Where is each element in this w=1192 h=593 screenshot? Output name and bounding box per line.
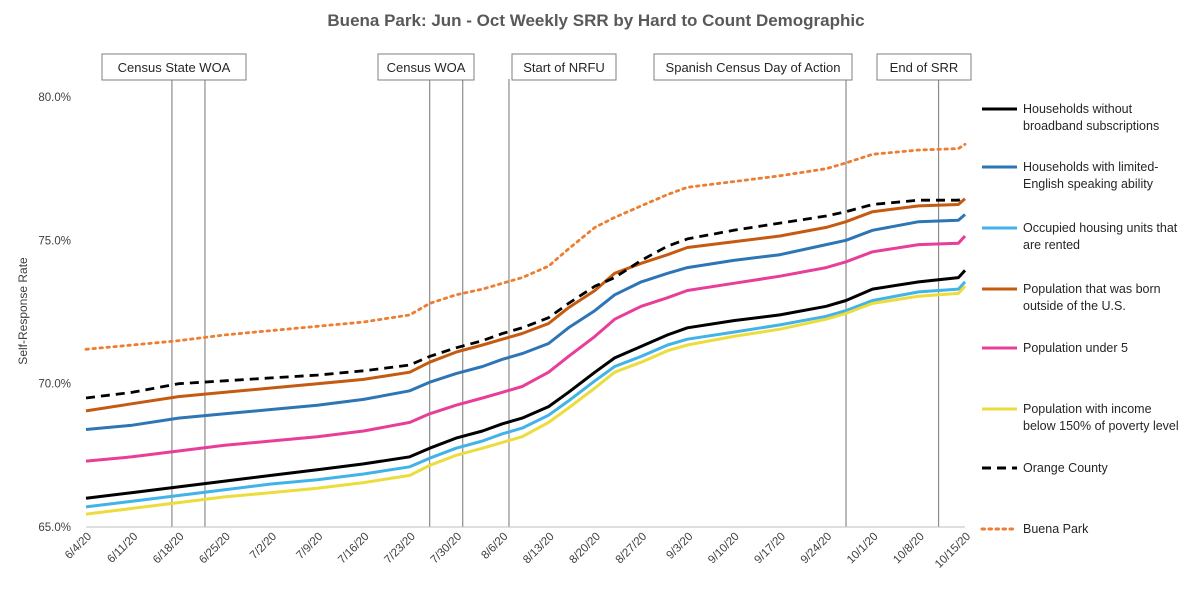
series-lines [84, 142, 967, 516]
x-tick-label: 8/20/20 [567, 531, 603, 567]
x-tick-label: 6/11/20 [105, 531, 140, 566]
x-tick-label: 10/1/20 [845, 531, 881, 567]
annotation-box [101, 53, 247, 81]
x-tick-label: 9/17/20 [752, 531, 788, 567]
y-tick-label: 75.0% [38, 235, 71, 247]
series-line-1 [85, 213, 966, 431]
annotation-box [653, 53, 853, 81]
legend-label: Population with income below 150% of pove… [1023, 402, 1179, 433]
x-tick-label: 6/4/20 [63, 531, 94, 562]
series-line-7 [84, 142, 967, 351]
series-line-3 [85, 197, 966, 413]
legend-label: Buena Park [1023, 522, 1089, 536]
y-tick-label: 70.0% [38, 379, 71, 391]
series-line-4 [85, 234, 967, 463]
x-tick-label: 8/27/20 [614, 531, 650, 567]
legend-label: Households without broadband subscription… [1023, 102, 1159, 133]
legend-label: Orange County [1023, 461, 1109, 475]
x-tick-label: 8/6/20 [479, 531, 510, 562]
x-tick-label: 6/25/20 [197, 531, 233, 567]
y-tick-label: 65.0% [38, 522, 71, 534]
annotation-label: Start of NRFU [523, 60, 605, 75]
series-line-6 [85, 196, 966, 400]
x-tick-label: 8/13/20 [521, 531, 557, 567]
legend-label: Population that was born outside of the U… [1023, 282, 1161, 313]
x-tick-label: 7/16/20 [336, 531, 372, 567]
annotation-box [377, 53, 475, 81]
x-tick-label: 9/10/20 [706, 531, 742, 567]
annotation-box [511, 53, 617, 81]
series-line-2 [85, 280, 967, 509]
legend: Households without broadband subscription… [980, 102, 1179, 536]
legend-label: Occupied housing units that are rented [1023, 221, 1178, 252]
x-tick-label: 9/24/20 [799, 531, 835, 567]
x-tick-label: 7/9/20 [294, 531, 325, 562]
chart-title: Buena Park: Jun - Oct Weekly SRR by Hard… [327, 11, 864, 30]
y-tick-label: 80.0% [38, 92, 71, 104]
x-tick-label: 7/30/20 [429, 531, 465, 567]
y-axis-label: Self-Response Rate [16, 257, 30, 365]
series-line-0 [85, 269, 967, 500]
annotation-label: Spanish Census Day of Action [666, 60, 841, 75]
x-tick-label: 6/18/20 [151, 531, 187, 567]
x-tick-label: 7/23/20 [382, 531, 418, 567]
annotation-label: End of SRR [890, 60, 959, 75]
annotation-label: Census WOA [387, 60, 466, 75]
legend-label: Households with limited-English speaking… [1023, 160, 1158, 191]
annotation-label: Census State WOA [118, 60, 231, 75]
annotation-boxes: Census State WOA Census WOA Start of NRFU S… [101, 53, 972, 81]
x-tick-label: 9/3/20 [664, 531, 695, 562]
x-tick-label: 10/8/20 [891, 531, 927, 567]
x-tick-label: 7/2/20 [248, 531, 279, 562]
x-tick-label: 10/15/20 [933, 531, 973, 571]
series-line-5 [85, 285, 967, 516]
annotation-lines [171, 79, 940, 527]
annotation-box [876, 53, 972, 81]
legend-label: Population under 5 [1023, 341, 1128, 355]
